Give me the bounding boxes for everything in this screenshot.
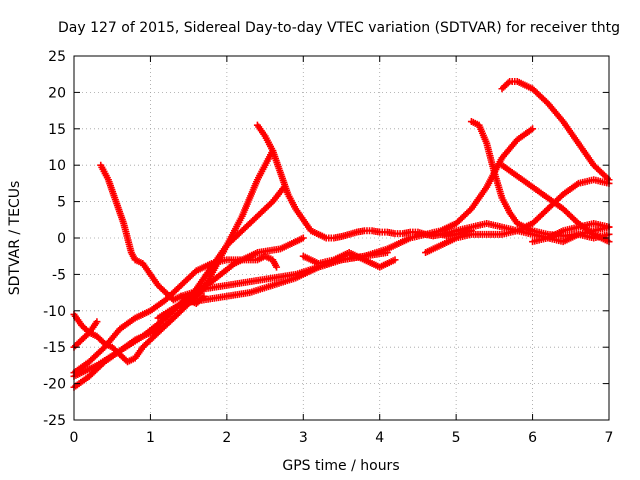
data-point xyxy=(391,256,399,264)
y-axis-label: SDTVAR / TECUs xyxy=(7,181,23,296)
y-tick-label: -15 xyxy=(43,340,66,356)
x-tick-label: 6 xyxy=(528,430,537,446)
y-tick-label: 0 xyxy=(57,231,66,247)
series-track-14 xyxy=(498,77,613,184)
tick-layer: 0 1 2 3 4 5 6 7 -25 -20 -15 -10 -5 0 5 10 15 20 25 xyxy=(43,49,613,446)
data-point xyxy=(504,79,512,87)
x-tick-label: 3 xyxy=(299,430,308,446)
series-track-1 xyxy=(97,161,208,308)
y-tick-label: -10 xyxy=(43,304,66,320)
y-tick-label: 25 xyxy=(48,49,66,65)
series-track-10 xyxy=(299,249,399,271)
y-tick-label: 20 xyxy=(48,85,66,101)
y-tick-label: -5 xyxy=(52,267,66,283)
data-point xyxy=(529,125,537,133)
data-point xyxy=(273,263,281,271)
series-track-17 xyxy=(529,219,613,246)
series-track-11 xyxy=(422,176,613,257)
series-line xyxy=(72,149,274,363)
x-tick-label: 4 xyxy=(375,430,384,446)
x-tick-label: 5 xyxy=(452,430,461,446)
series-track-9 xyxy=(253,121,475,242)
y-tick-label: -25 xyxy=(43,413,66,429)
grid-layer xyxy=(74,56,609,420)
data-point xyxy=(299,234,307,242)
series-line xyxy=(256,124,473,240)
data-layer xyxy=(70,77,613,391)
series-track-12 xyxy=(422,125,537,238)
series-line xyxy=(99,164,205,305)
data-point xyxy=(93,318,101,326)
data-point xyxy=(603,174,611,182)
x-tick-label: 7 xyxy=(605,430,614,446)
chart-title: Day 127 of 2015, Sidereal Day-to-day VTE… xyxy=(58,20,620,36)
y-tick-label: 15 xyxy=(48,122,66,138)
y-tick-label: 10 xyxy=(48,158,66,174)
x-tick-label: 0 xyxy=(70,430,79,446)
series-track-3 xyxy=(70,318,101,351)
x-tick-label: 2 xyxy=(222,430,231,446)
x-axis-label: GPS time / hours xyxy=(282,458,399,474)
x-tick-label: 1 xyxy=(146,430,155,446)
y-tick-label: 5 xyxy=(57,195,66,211)
y-tick-label: -20 xyxy=(43,377,66,393)
